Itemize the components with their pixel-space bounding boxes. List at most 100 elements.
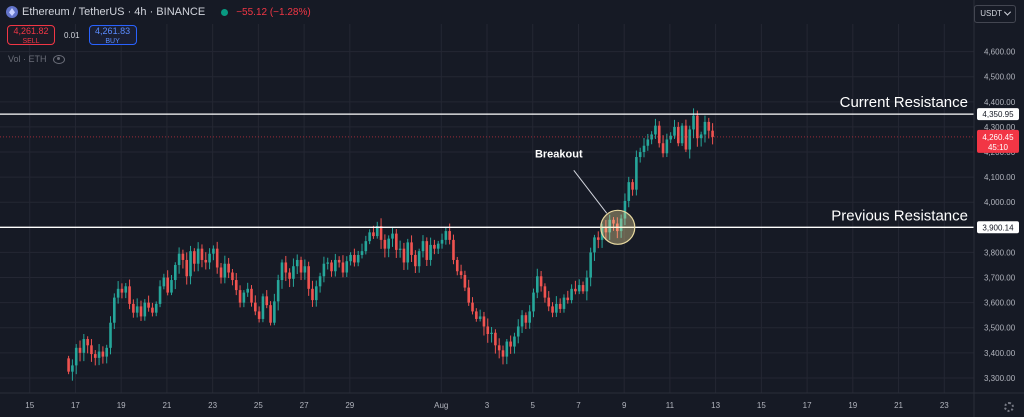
candle-body <box>242 292 246 303</box>
candle-body <box>326 262 330 264</box>
candle-body <box>654 125 657 135</box>
candle-body <box>455 259 459 272</box>
candle-body <box>86 339 89 346</box>
candle-body <box>699 134 703 139</box>
candle-body <box>707 121 711 131</box>
price-axis: 4,600.004,500.004,400.004,300.004,200.00… <box>973 0 1016 417</box>
candle-body <box>204 259 208 263</box>
price-change: −55.12 (−1.28%) <box>236 6 311 18</box>
ethereum-icon <box>6 6 18 18</box>
candle-body <box>341 262 345 273</box>
time-tick-label: 25 <box>254 401 263 410</box>
settings-gear-icon[interactable] <box>1004 402 1014 412</box>
sell-button[interactable]: 4,261.82 SELL <box>7 25 55 45</box>
time-tick-label: 19 <box>848 401 857 410</box>
breakout-circle <box>600 209 636 245</box>
time-tick-label: 5 <box>531 401 536 410</box>
candle-body <box>307 266 310 289</box>
candle-body <box>101 351 105 357</box>
price-tick-label: 3,400.00 <box>984 349 1016 358</box>
candle-body <box>558 303 562 309</box>
candle-body <box>562 297 566 309</box>
symbol-title[interactable]: Ethereum / TetherUS · 4h · BINANCE <box>22 6 206 18</box>
time-tick-label: 7 <box>576 401 581 410</box>
candle-body <box>261 296 265 319</box>
candle-body <box>646 139 650 146</box>
candle-body <box>67 358 70 372</box>
candle-body <box>71 365 74 372</box>
time-tick-label: Aug <box>434 401 448 410</box>
resistance-label: Current Resistance <box>840 94 968 111</box>
eye-icon[interactable] <box>52 54 65 64</box>
candle-body <box>486 326 490 335</box>
candle-body <box>402 248 406 263</box>
candle-body <box>585 277 589 292</box>
candle-body <box>105 347 108 357</box>
candle-body <box>196 248 200 264</box>
line-price-tag <box>977 108 1019 121</box>
candle-body <box>383 239 387 249</box>
candle-body <box>234 280 238 291</box>
candle-body <box>387 238 390 249</box>
time-tick-label: 21 <box>162 401 171 410</box>
spread-value: 0.01 <box>64 30 80 40</box>
candle-body <box>543 286 547 298</box>
candle-body <box>128 286 131 304</box>
candle-body <box>547 297 551 307</box>
currency-selector[interactable]: USDT <box>974 5 1016 23</box>
candle-body <box>581 285 585 292</box>
time-tick-label: 23 <box>208 401 217 410</box>
line-price-tag-text: 4,350.95 <box>982 110 1014 119</box>
candle-body <box>505 341 509 357</box>
time-tick-label: 17 <box>803 401 812 410</box>
candle-body <box>143 302 147 317</box>
candle-body <box>311 288 314 301</box>
candle-body <box>635 157 638 190</box>
candle-body <box>490 332 493 335</box>
time-tick-label: 3 <box>485 401 490 410</box>
buy-button[interactable]: 4,261.83 BUY <box>88 25 137 45</box>
candle-body <box>372 232 375 237</box>
candle-body <box>284 262 288 273</box>
candle-body <box>364 241 368 252</box>
candle-body <box>170 280 173 293</box>
candle-body <box>162 277 166 287</box>
price-tick-label: 4,000.00 <box>984 198 1016 207</box>
candle-body <box>524 315 528 323</box>
candle-body <box>200 248 204 260</box>
price-tick-label: 3,600.00 <box>984 299 1016 308</box>
candle-body <box>589 252 592 278</box>
chart-grid <box>0 24 974 393</box>
line-price-tag <box>977 221 1019 234</box>
candle-body <box>276 280 280 302</box>
volume-indicator[interactable]: Vol · ETH <box>8 54 65 64</box>
candle-body <box>684 125 688 150</box>
candle-body <box>509 341 512 347</box>
candle-body <box>463 275 467 288</box>
price-tick-label: 3,300.00 <box>984 374 1016 383</box>
candle-body <box>212 248 215 254</box>
candle-body <box>345 261 349 273</box>
candle-body <box>109 322 112 348</box>
candle-body <box>227 263 230 273</box>
candle-body <box>280 262 284 281</box>
candle-body <box>520 315 524 327</box>
candle-body <box>459 271 463 276</box>
candle-body <box>82 339 86 353</box>
time-tick-label: 23 <box>940 401 949 410</box>
candle-body <box>288 272 291 279</box>
candle-body <box>349 254 352 262</box>
candle-body <box>353 254 356 263</box>
candle-body <box>185 259 189 277</box>
candle-body <box>528 311 531 323</box>
candle-body <box>665 139 669 154</box>
candle-body <box>574 288 577 292</box>
time-tick-label: 15 <box>25 401 34 410</box>
candle-body <box>642 145 646 153</box>
chevron-down-icon <box>1003 8 1012 16</box>
candle-body <box>696 115 699 139</box>
candle-body <box>254 302 257 312</box>
candle-body <box>417 251 421 267</box>
candle-body <box>577 285 581 292</box>
